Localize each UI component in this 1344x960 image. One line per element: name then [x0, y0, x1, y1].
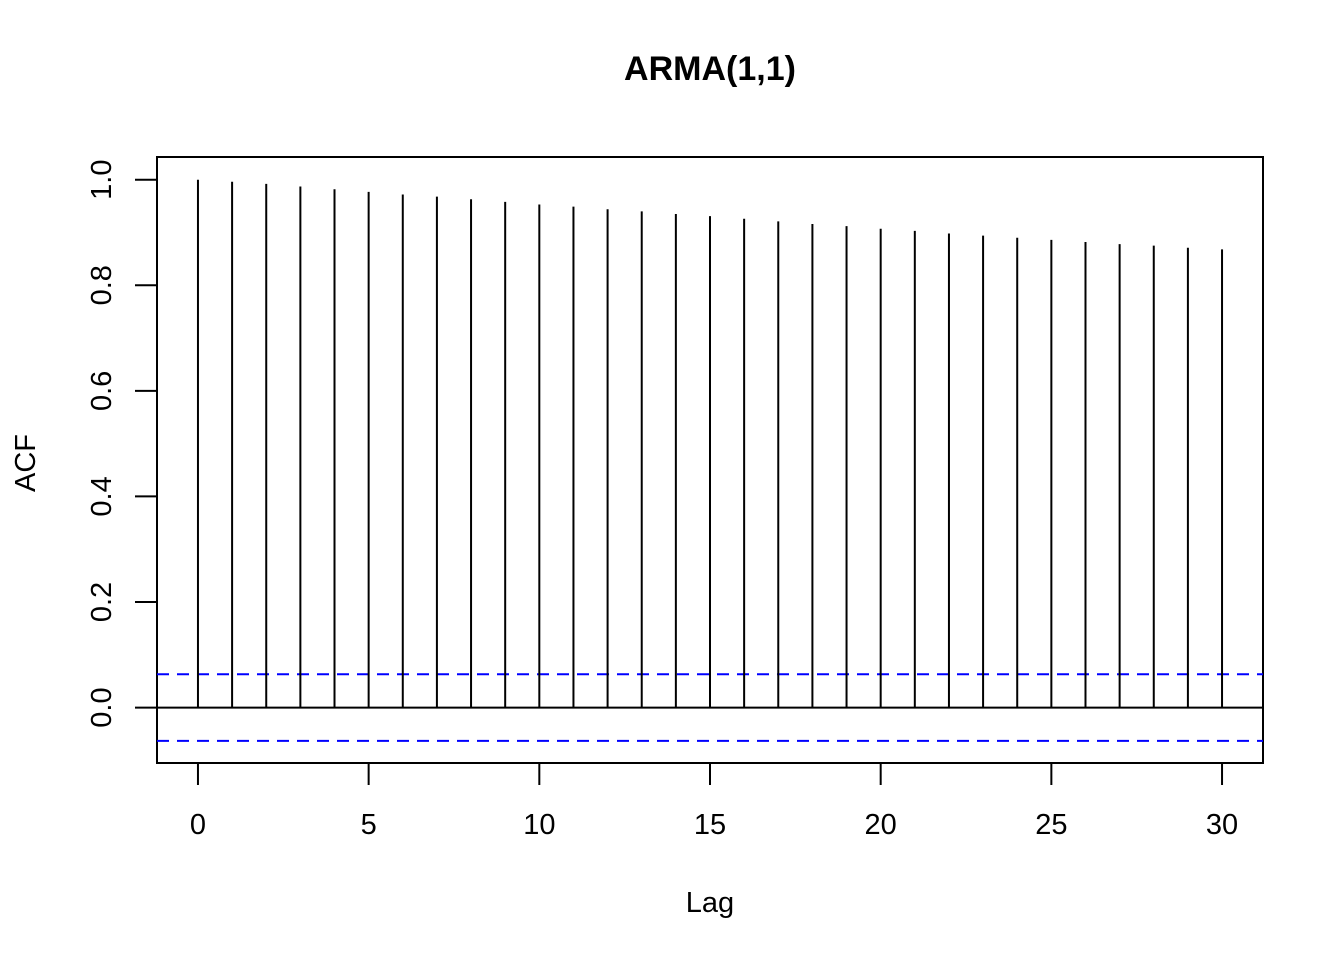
y-axis-label: ACF	[10, 434, 42, 492]
y-tick-label: 0.2	[86, 582, 118, 622]
y-tick-label: 0.8	[86, 265, 118, 305]
y-tick-label: 0.6	[86, 371, 118, 411]
x-tick-label: 5	[361, 809, 377, 841]
y-tick-label: 0.4	[86, 476, 118, 516]
x-tick-label: 0	[190, 809, 206, 841]
x-tick-label: 30	[1206, 809, 1238, 841]
x-tick-label: 20	[865, 809, 897, 841]
x-tick-label: 25	[1035, 809, 1067, 841]
chart-title: ARMA(1,1)	[624, 50, 796, 88]
x-tick-label: 10	[523, 809, 555, 841]
y-tick-label: 0.0	[86, 687, 118, 727]
chart-marks: 0 5 10 15 20 25 30 0.0 0.2 0.4 0.6 0.8 1.0	[86, 160, 1263, 841]
y-tick-label: 1.0	[86, 160, 118, 200]
x-tick-label: 15	[694, 809, 726, 841]
x-axis-label: Lag	[686, 887, 734, 919]
